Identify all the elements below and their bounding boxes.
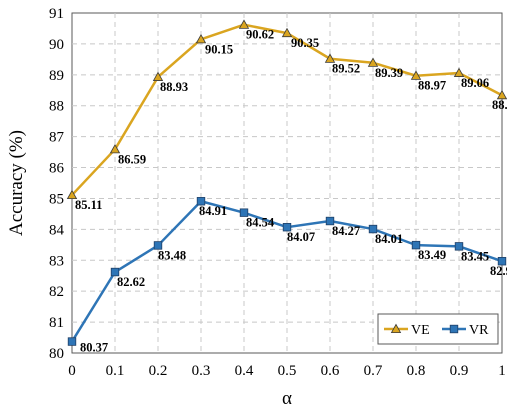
ve-data-label: 89.06 xyxy=(461,76,489,90)
ve-data-label: 85.11 xyxy=(75,198,102,212)
ve-data-label: 88.97 xyxy=(418,79,446,93)
ve-marker xyxy=(238,19,250,29)
vr-marker xyxy=(454,242,464,251)
y-tick-label: 81 xyxy=(49,315,64,331)
vr-data-label: 84.01 xyxy=(375,232,403,246)
ve-data-label: 90.15 xyxy=(205,42,233,56)
x-tick-label: 0.6 xyxy=(321,363,340,379)
vr-data-label: 84.54 xyxy=(246,216,275,230)
vr-marker xyxy=(368,224,378,234)
vr-marker xyxy=(411,240,421,250)
x-tick-label: 0 xyxy=(68,363,76,379)
ve-data-label: 89.52 xyxy=(332,62,360,76)
legend: VE VR xyxy=(377,313,499,345)
ve-data-label: 90.62 xyxy=(246,28,274,42)
y-tick-label: 85 xyxy=(49,191,64,207)
vr-data-label: 84.27 xyxy=(332,224,360,238)
x-tick-label: 0.4 xyxy=(235,363,254,379)
vr-marker xyxy=(449,324,459,334)
vr-marker xyxy=(282,222,292,232)
ve-data-label: 89.39 xyxy=(375,66,403,80)
y-tick-label: 91 xyxy=(49,6,64,22)
ve-marker xyxy=(66,189,78,200)
x-axis-label: α xyxy=(282,388,292,409)
y-axis-label: Accuracy (%) xyxy=(6,130,27,236)
ve-marker xyxy=(410,70,422,80)
vr-data-label: 82.62 xyxy=(117,275,145,289)
y-tick-label: 80 xyxy=(49,346,64,362)
ve-marker xyxy=(390,323,402,334)
vr-data-label: 82.97 xyxy=(490,264,507,278)
ve-data-label: 86.59 xyxy=(118,152,146,166)
y-tick-label: 83 xyxy=(49,253,64,269)
y-tick-label: 86 xyxy=(49,161,65,177)
ve-marker xyxy=(453,67,465,77)
ve-data-label: 88.34 xyxy=(492,98,507,112)
ve-marker xyxy=(281,27,293,38)
vr-marker xyxy=(196,197,206,206)
x-tick-label: 0.7 xyxy=(364,363,383,379)
vr-data-label: 80.37 xyxy=(80,341,108,355)
x-tick-label: 0.5 xyxy=(278,363,297,379)
x-tick-label: 0.2 xyxy=(149,363,168,379)
x-tick-label: 0.1 xyxy=(106,363,125,379)
y-tick-label: 84 xyxy=(49,222,65,238)
ve-marker xyxy=(367,57,379,67)
x-tick-label: 0.3 xyxy=(192,363,211,379)
ve-marker xyxy=(195,33,207,44)
ve-data-label: 90.35 xyxy=(291,36,319,50)
ve-marker xyxy=(496,89,507,100)
y-tick-label: 89 xyxy=(49,68,64,84)
vr-marker xyxy=(67,337,77,346)
y-tick-label: 90 xyxy=(49,37,64,53)
vr-marker xyxy=(325,216,335,226)
vr-marker xyxy=(110,267,120,277)
ve-marker xyxy=(152,71,164,81)
vr-data-label: 83.48 xyxy=(158,248,186,262)
y-tick-label: 87 xyxy=(49,130,65,146)
x-tick-label: 0.8 xyxy=(407,363,426,379)
ve-marker xyxy=(109,143,121,154)
y-tick-label: 82 xyxy=(49,284,64,300)
vr-data-label: 84.07 xyxy=(287,230,315,244)
ve-series: 85.11 86.59 88.93 90.15 90.62 90.35 89.52 89.39… xyxy=(66,19,507,212)
legend-label-vr: VR xyxy=(469,323,489,338)
vr-marker xyxy=(497,256,507,266)
vr-marker xyxy=(153,241,163,250)
vr-series: 80.37 82.62 83.48 84.91 84.54 84.07 84.27 84.01… xyxy=(67,197,507,355)
ve-marker xyxy=(324,53,336,63)
vr-data-label: 84.91 xyxy=(199,204,227,218)
legend-label-ve: VE xyxy=(411,323,430,338)
vr-data-label: 83.49 xyxy=(418,248,446,262)
x-tick-label: 0.9 xyxy=(450,363,469,379)
y-tick-label: 88 xyxy=(49,99,64,115)
vr-marker xyxy=(239,208,249,217)
vr-data-label: 83.45 xyxy=(461,249,489,263)
x-tick-label: 1 xyxy=(498,363,506,379)
ve-data-label: 88.93 xyxy=(160,80,188,94)
